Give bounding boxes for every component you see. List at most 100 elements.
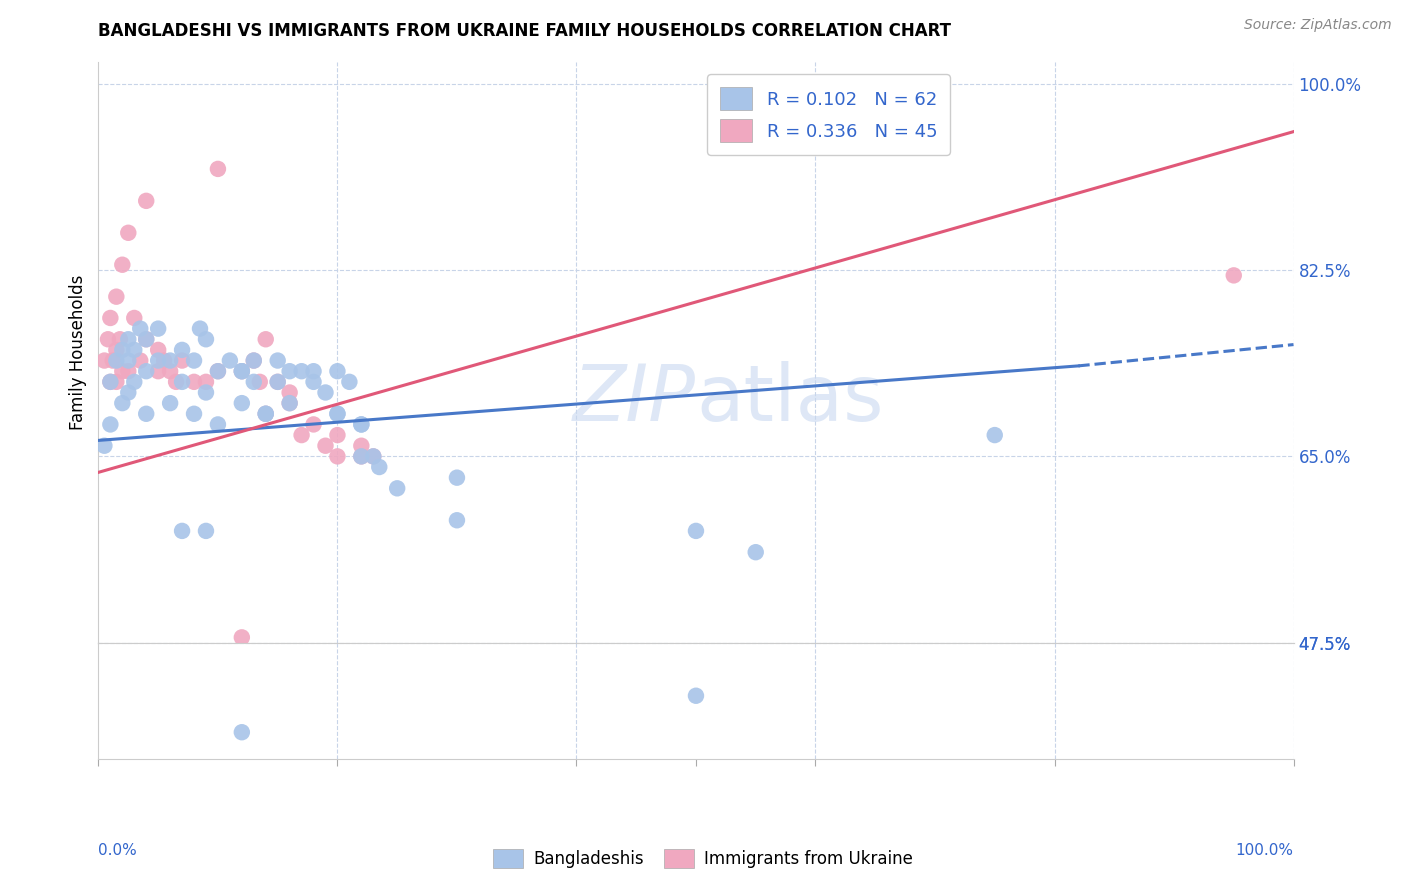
Point xyxy=(105,375,128,389)
Point xyxy=(315,439,337,453)
Point xyxy=(124,375,146,389)
Point xyxy=(183,407,205,421)
Point xyxy=(368,460,391,475)
Point xyxy=(172,524,194,538)
Point xyxy=(685,689,707,703)
Point xyxy=(243,353,266,368)
Point xyxy=(326,407,349,421)
Point xyxy=(243,353,266,368)
Point xyxy=(148,364,170,378)
Point xyxy=(111,258,134,272)
Point xyxy=(117,385,139,400)
Point xyxy=(93,439,115,453)
Point xyxy=(302,375,325,389)
Point xyxy=(195,385,218,400)
Point xyxy=(135,407,157,421)
Point xyxy=(97,332,120,346)
Point xyxy=(135,364,157,378)
Point xyxy=(129,353,152,368)
Point xyxy=(350,439,373,453)
Point xyxy=(267,353,290,368)
Point xyxy=(183,375,205,389)
Point xyxy=(326,428,349,442)
Point xyxy=(254,407,277,421)
Point xyxy=(98,375,122,389)
Point xyxy=(111,396,134,410)
Point xyxy=(165,375,187,389)
Point xyxy=(231,631,253,645)
Point xyxy=(350,417,373,432)
Point xyxy=(148,321,170,335)
Point xyxy=(385,481,409,495)
Point xyxy=(172,343,194,357)
Point xyxy=(159,364,181,378)
Point xyxy=(231,396,253,410)
Point xyxy=(1067,742,1090,756)
Y-axis label: Family Households: Family Households xyxy=(69,275,87,430)
Text: 100.0%: 100.0% xyxy=(1236,843,1294,858)
Point xyxy=(326,450,349,464)
Point xyxy=(159,353,181,368)
Point xyxy=(172,353,194,368)
Point xyxy=(231,725,253,739)
Point xyxy=(1223,268,1246,283)
Point xyxy=(117,353,139,368)
Point xyxy=(98,417,122,432)
Point xyxy=(111,343,134,357)
Point xyxy=(183,353,205,368)
Point xyxy=(278,385,301,400)
Point xyxy=(685,524,707,538)
Point xyxy=(117,364,139,378)
Point xyxy=(254,407,277,421)
Point xyxy=(278,396,301,410)
Point xyxy=(231,364,253,378)
Point xyxy=(195,375,218,389)
Legend: R = 0.102   N = 62, R = 0.336   N = 45: R = 0.102 N = 62, R = 0.336 N = 45 xyxy=(707,74,950,155)
Point xyxy=(101,353,124,368)
Point xyxy=(267,375,290,389)
Point xyxy=(446,513,468,527)
Point xyxy=(148,343,170,357)
Point xyxy=(350,450,373,464)
Point xyxy=(231,364,253,378)
Point xyxy=(326,364,349,378)
Point xyxy=(254,407,277,421)
Point xyxy=(172,375,194,389)
Point xyxy=(339,375,361,389)
Point xyxy=(148,353,170,368)
Point xyxy=(249,375,271,389)
Point xyxy=(188,321,211,335)
Point xyxy=(291,364,314,378)
Point xyxy=(124,343,146,357)
Point xyxy=(254,332,277,346)
Text: 0.0%: 0.0% xyxy=(98,843,138,858)
Point xyxy=(153,353,176,368)
Point xyxy=(315,385,337,400)
Point xyxy=(302,417,325,432)
Point xyxy=(159,396,181,410)
Point xyxy=(350,417,373,432)
Point xyxy=(207,161,229,176)
Text: ZIP: ZIP xyxy=(574,361,696,437)
Point xyxy=(745,545,768,559)
Point xyxy=(219,353,242,368)
Point xyxy=(446,471,468,485)
Point xyxy=(129,321,152,335)
Point xyxy=(302,364,325,378)
Point xyxy=(135,332,157,346)
Point xyxy=(117,332,139,346)
Point xyxy=(207,364,229,378)
Point xyxy=(195,524,218,538)
Legend: Bangladeshis, Immigrants from Ukraine: Bangladeshis, Immigrants from Ukraine xyxy=(486,842,920,875)
Point xyxy=(231,364,253,378)
Point xyxy=(267,375,290,389)
Point xyxy=(117,226,139,240)
Point xyxy=(207,364,229,378)
Point xyxy=(98,310,122,325)
Point xyxy=(207,417,229,432)
Point xyxy=(278,396,301,410)
Point xyxy=(98,375,122,389)
Point xyxy=(363,450,385,464)
Point xyxy=(105,290,128,304)
Point xyxy=(984,428,1007,442)
